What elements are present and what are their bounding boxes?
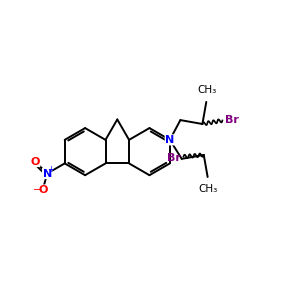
Text: O: O: [30, 157, 40, 166]
Text: CH₃: CH₃: [197, 85, 217, 95]
Text: +: +: [48, 165, 55, 174]
Text: Br: Br: [225, 115, 238, 125]
Text: −: −: [33, 185, 41, 195]
Text: O: O: [38, 185, 47, 195]
Text: Br: Br: [167, 153, 181, 163]
Text: N: N: [165, 135, 175, 145]
Text: CH₃: CH₃: [199, 184, 218, 194]
Text: N: N: [43, 169, 52, 178]
